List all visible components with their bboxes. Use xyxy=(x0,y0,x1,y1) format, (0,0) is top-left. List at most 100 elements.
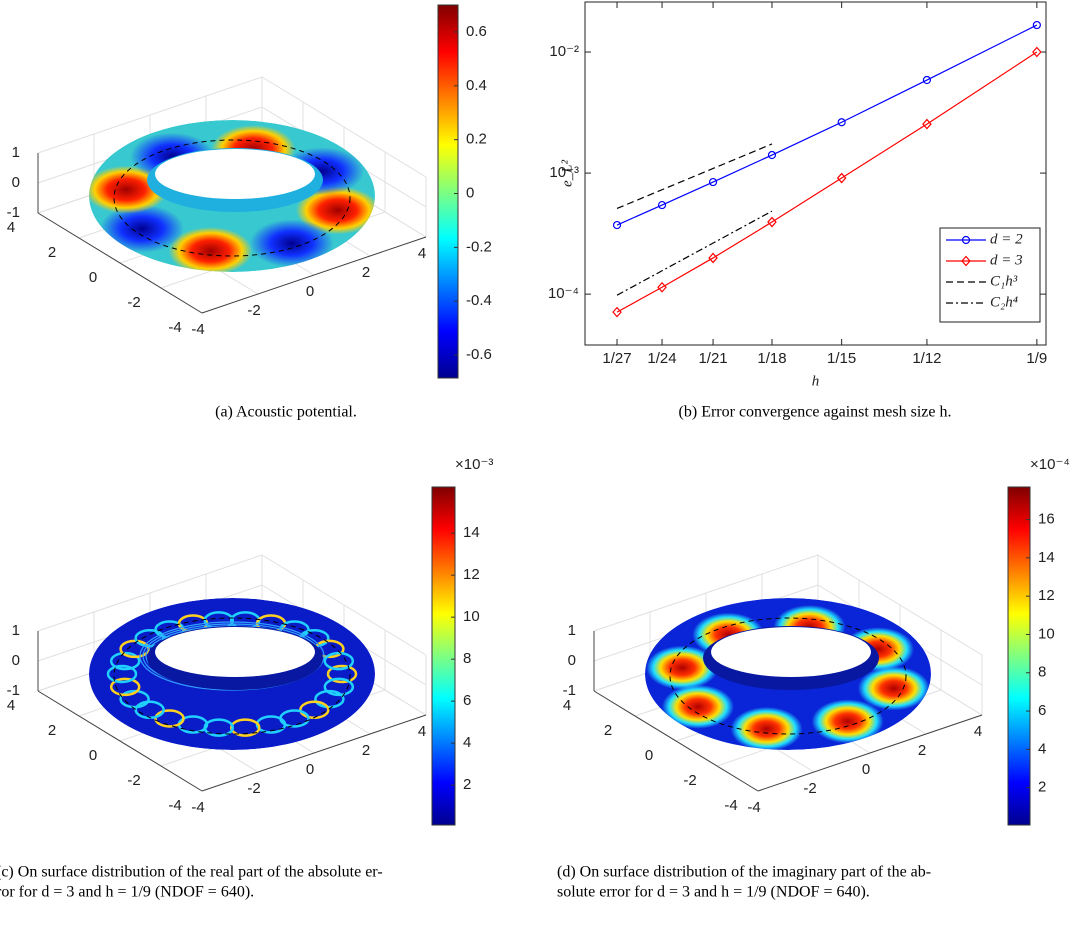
caption: solute error for d = 3 and h = 1/9 (NDOF… xyxy=(557,884,870,901)
ripple xyxy=(106,664,138,684)
blob xyxy=(249,219,334,268)
colorbar-tick-label: 0.2 xyxy=(466,131,487,148)
y-tick-label: -2 xyxy=(803,780,816,797)
colorbar-tick-label: 12 xyxy=(463,566,480,583)
colorbar-tick-label: 4 xyxy=(463,734,471,751)
y-tick-label: 0 xyxy=(862,761,870,778)
seam xyxy=(113,617,351,735)
x-tick-label: 1/18 xyxy=(757,350,786,367)
axis-line xyxy=(37,212,203,314)
y-tick-label: 0 xyxy=(306,283,314,300)
seam xyxy=(113,139,351,257)
axis-line xyxy=(201,714,427,792)
marker xyxy=(708,252,718,264)
y-tick-label: 4 xyxy=(418,245,426,262)
x-tick-label: 4 xyxy=(563,697,571,714)
y-tick-label: -2 xyxy=(247,302,260,319)
x-tick-label: -4 xyxy=(168,319,181,336)
z-tick-label: 0 xyxy=(12,174,20,191)
z-tick-label: 0 xyxy=(12,652,20,669)
colorbar-tick-label: 10 xyxy=(463,608,480,625)
torus xyxy=(89,598,375,750)
colorbar-tick-label: 16 xyxy=(1038,511,1055,528)
x-tick-label: -4 xyxy=(724,797,737,814)
z-tick-label: 0 xyxy=(568,652,576,669)
z-tick-label: 1 xyxy=(12,144,20,161)
blob xyxy=(661,684,734,729)
z-tick-label: -1 xyxy=(7,682,20,699)
grid-line xyxy=(261,76,427,178)
y-tick-label: 4 xyxy=(974,723,982,740)
series-line xyxy=(616,24,1038,226)
colorbar-exponent: ×10⁻³ xyxy=(455,456,493,473)
x-tick-label: 1/9 xyxy=(1026,350,1047,367)
colorbar xyxy=(431,486,456,826)
y-tick-label: 0 xyxy=(306,761,314,778)
marker xyxy=(1032,20,1041,30)
marker xyxy=(708,177,718,187)
colorbar-tick-label: 6 xyxy=(463,692,471,709)
grid-line xyxy=(817,554,983,656)
y-tick-label: -4 xyxy=(747,799,760,816)
x-tick-label: 1/24 xyxy=(647,350,676,367)
marker xyxy=(1032,46,1042,58)
y-axis-label: e_L² xyxy=(559,160,575,188)
legend-marker xyxy=(961,235,971,245)
axis-line xyxy=(757,714,983,792)
x-tick-label: 4 xyxy=(7,219,15,236)
axis-line xyxy=(37,690,203,792)
z-tick-label: 1 xyxy=(568,622,576,639)
caption: (c) On surface distribution of the real … xyxy=(0,864,383,881)
y-tick-label: 10⁻³ xyxy=(549,164,579,181)
y-tick-label: 10⁻² xyxy=(549,43,579,60)
torus xyxy=(645,598,931,750)
colorbar-tick-label: -0.6 xyxy=(466,346,492,363)
colorbar-tick-label: 14 xyxy=(463,524,480,541)
colorbar-exponent: ×10⁻⁴ xyxy=(1030,456,1070,473)
marker xyxy=(657,281,667,293)
ripple xyxy=(230,718,261,737)
ripple xyxy=(323,677,355,697)
ring xyxy=(139,621,325,691)
x-tick-label: 0 xyxy=(89,269,97,286)
legend-label: d = 2 xyxy=(990,231,1023,247)
x-tick-label: 1/21 xyxy=(698,350,727,367)
marker xyxy=(922,75,932,85)
legend-label: d = 3 xyxy=(990,252,1023,268)
blob xyxy=(168,226,253,272)
blob xyxy=(811,699,884,744)
grid-line xyxy=(37,76,263,154)
x-tick-label: -2 xyxy=(683,772,696,789)
caption: ror for d = 3 and h = 1/9 (NDOF = 640). xyxy=(0,884,254,901)
marker xyxy=(922,118,932,130)
colorbar-tick-label: 0 xyxy=(466,184,474,201)
legend xyxy=(939,227,1041,323)
colorbar-tick-label: 8 xyxy=(463,650,471,667)
blob xyxy=(646,645,719,690)
colorbar xyxy=(437,4,459,379)
colorbar-tick-label: 8 xyxy=(1038,664,1046,681)
x-tick-label: -2 xyxy=(127,294,140,311)
colorbar-tick-label: 12 xyxy=(1038,587,1055,604)
blob xyxy=(857,666,930,711)
y-tick-label: -4 xyxy=(191,321,204,338)
colorbar-tick-label: -0.4 xyxy=(466,292,492,309)
x-tick-label: 0 xyxy=(645,747,653,764)
ripple xyxy=(323,651,355,671)
series-line xyxy=(616,210,773,296)
axis-line xyxy=(593,690,759,792)
torus xyxy=(89,120,375,272)
colorbar-tick-label: 2 xyxy=(463,776,471,793)
caption: (a) Acoustic potential. xyxy=(215,404,357,421)
caption: (b) Error convergence against mesh size … xyxy=(679,404,952,421)
blob xyxy=(99,204,184,253)
x-tick-label: 2 xyxy=(48,722,56,739)
ripple xyxy=(109,677,141,697)
colorbar-tick-label: 14 xyxy=(1038,549,1055,566)
colorbar xyxy=(1007,486,1031,826)
hole xyxy=(155,627,315,677)
legend-label: C₂h⁴ xyxy=(990,294,1018,310)
x-tick-label: 1/12 xyxy=(912,350,941,367)
marker xyxy=(837,118,846,127)
x-tick-label: 1/27 xyxy=(602,350,631,367)
